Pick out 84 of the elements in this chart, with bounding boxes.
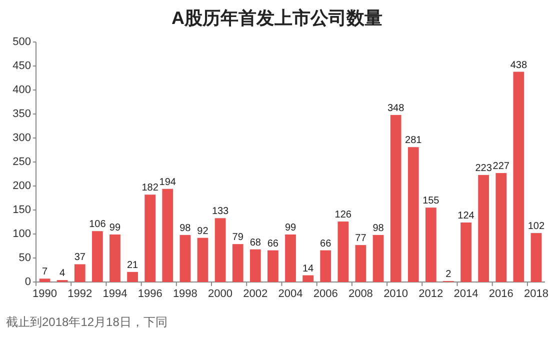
bar [39, 278, 50, 282]
bar [355, 245, 366, 282]
bar [390, 114, 402, 282]
data-label: 106 [89, 219, 106, 230]
bar [496, 173, 507, 282]
data-label: 155 [422, 196, 440, 207]
data-label: 348 [387, 102, 405, 114]
bar [513, 72, 524, 282]
data-label: 79 [232, 232, 244, 244]
bar [268, 250, 278, 282]
bar [180, 234, 191, 282]
bar [320, 250, 332, 282]
x-tick-label: 2016 [488, 288, 514, 300]
data-label: 227 [492, 161, 510, 172]
bar [92, 231, 103, 282]
data-label: 194 [159, 176, 176, 188]
bar [74, 264, 86, 282]
data-label: 99 [284, 222, 296, 234]
bar [302, 275, 314, 282]
data-label: 102 [528, 221, 546, 232]
y-tick-label: 250 [12, 156, 31, 168]
y-tick-label: 50 [18, 252, 31, 264]
text: 截止到2018年12月18日，下同 [6, 315, 168, 329]
data-label: 124 [458, 210, 475, 222]
y-tick-label: 100 [12, 228, 31, 240]
bar [127, 272, 138, 282]
y-tick-label: 400 [12, 84, 31, 96]
data-label: 126 [334, 210, 352, 221]
x-tick-label: 1990 [32, 288, 58, 300]
data-label: 66 [320, 238, 332, 250]
bar [110, 234, 120, 282]
data-label: 14 [302, 263, 314, 274]
x-tick-label: 1998 [172, 288, 198, 300]
y-tick-label: 150 [12, 204, 31, 216]
bar [250, 249, 261, 282]
bar [232, 244, 244, 282]
x-tick-label: 1994 [102, 288, 128, 300]
y-tick-label: 350 [12, 108, 31, 120]
x-tick-label: 1992 [68, 288, 92, 300]
x-tick-label: 2002 [243, 288, 268, 300]
bar [197, 238, 208, 282]
bar [478, 174, 490, 282]
bar [338, 222, 349, 282]
data-label: 4 [60, 268, 66, 280]
bar [425, 208, 436, 282]
x-tick-label: 2006 [313, 288, 338, 300]
x-tick-label: 2014 [454, 288, 478, 300]
data-label: 77 [355, 233, 367, 244]
bar [408, 147, 419, 282]
bar [372, 234, 384, 282]
y-tick-label: 500 [12, 36, 31, 48]
y-tick-label: 0 [24, 276, 31, 288]
data-label: 99 [109, 222, 121, 234]
data-label: 133 [212, 206, 230, 218]
data-label: 98 [180, 222, 192, 234]
x-tick-label: 2004 [278, 288, 303, 300]
data-label: 223 [475, 162, 492, 174]
bar [285, 234, 296, 282]
data-label: 68 [250, 237, 262, 248]
x-tick-label: 2018 [524, 288, 548, 300]
data-label: 281 [405, 135, 422, 146]
data-label: 66 [267, 238, 279, 250]
x-tick-label: 1996 [138, 288, 162, 300]
data-label: 92 [197, 226, 209, 237]
bar [530, 233, 542, 282]
data-label: 7 [42, 266, 48, 278]
data-label: 2 [446, 269, 452, 280]
data-label: 182 [142, 182, 159, 194]
data-label: 98 [372, 222, 384, 234]
x-tick-label: 2008 [348, 288, 373, 300]
bar [162, 188, 174, 282]
data-label: 37 [74, 252, 86, 264]
x-tick-label: 2010 [384, 288, 408, 300]
bar [144, 194, 156, 282]
y-tick-label: 200 [12, 180, 31, 192]
chart-title: A股历年首发上市公司数量 [172, 8, 382, 28]
x-tick-label: 2012 [418, 288, 444, 300]
data-label: 438 [510, 60, 528, 71]
y-tick-label: 450 [12, 60, 31, 72]
data-label: 21 [126, 260, 139, 271]
x-tick-label: 2000 [208, 288, 233, 300]
bar [460, 222, 472, 282]
y-tick-label: 300 [12, 132, 31, 144]
bar [214, 218, 226, 282]
